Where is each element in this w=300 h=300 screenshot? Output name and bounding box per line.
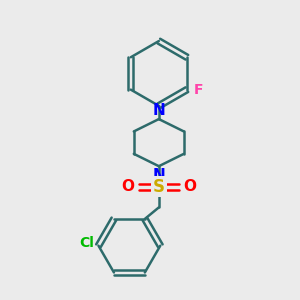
Text: Cl: Cl xyxy=(79,236,94,250)
Text: N: N xyxy=(152,103,165,118)
Text: S: S xyxy=(153,178,165,196)
Text: F: F xyxy=(194,82,203,97)
Text: O: O xyxy=(122,179,135,194)
Text: O: O xyxy=(183,179,196,194)
Text: N: N xyxy=(152,168,165,183)
